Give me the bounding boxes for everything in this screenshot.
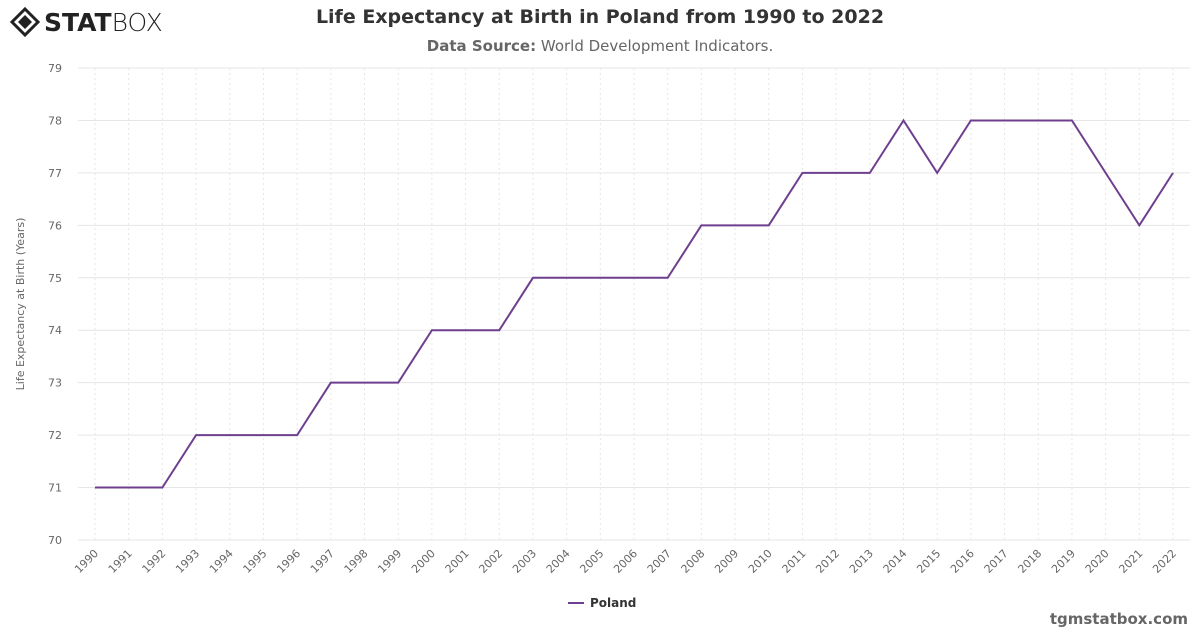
data-point [1169, 169, 1177, 177]
x-tick-label: 1998 [342, 547, 371, 576]
data-point [91, 484, 99, 492]
data-point [226, 431, 234, 439]
data-point [158, 484, 166, 492]
data-point [259, 431, 267, 439]
x-tick-label: 2021 [1116, 547, 1145, 576]
y-tick-label: 77 [48, 167, 62, 180]
data-point [1001, 116, 1009, 124]
data-point [596, 274, 604, 282]
credit-text: tgmstatbox.com [1049, 610, 1188, 628]
x-tick-label: 2010 [746, 547, 775, 576]
source-value: World Development Indicators. [540, 37, 774, 55]
data-point [967, 116, 975, 124]
data-point [428, 326, 436, 334]
logo-light-text: BOX [111, 7, 163, 37]
x-tick-label: 1991 [106, 547, 135, 576]
x-tick-label: 2012 [813, 547, 842, 576]
x-tick-label: 2006 [611, 547, 640, 576]
x-tick-label: 2022 [1150, 547, 1179, 576]
y-axis-label: Life Expectancy at Birth (Years) [14, 218, 27, 391]
y-tick-label: 70 [48, 534, 62, 547]
data-point [192, 431, 200, 439]
logo-bold-text: STAT [44, 7, 112, 37]
x-tick-label: 2017 [982, 547, 1011, 576]
y-tick-label: 78 [48, 114, 62, 127]
x-tick-label: 2003 [510, 547, 539, 576]
x-tick-label: 2008 [679, 547, 708, 576]
y-tick-label: 74 [48, 324, 62, 337]
x-tick-label: 2016 [948, 547, 977, 576]
x-tick-label: 2002 [476, 547, 505, 576]
data-point [1102, 169, 1110, 177]
x-tick-label: 2019 [1049, 547, 1078, 576]
data-point [495, 326, 503, 334]
x-tick-label: 2005 [577, 547, 606, 576]
data-point [125, 484, 133, 492]
y-tick-label: 72 [48, 429, 62, 442]
x-tick-label: 1997 [308, 547, 337, 576]
x-tick-label: 2015 [914, 547, 943, 576]
y-tick-label: 75 [48, 272, 62, 285]
statbox-logo: STATBOX [10, 7, 163, 37]
y-tick-label: 73 [48, 377, 62, 390]
legend-label: Poland [590, 596, 637, 610]
y-tick-label: 71 [48, 482, 62, 495]
x-tick-label: 2020 [1083, 547, 1112, 576]
x-tick-label: 2009 [712, 547, 741, 576]
legend-line-swatch [568, 602, 584, 604]
x-tick-label: 2018 [1015, 547, 1044, 576]
diamond-logo-icon [10, 7, 40, 37]
data-point [731, 221, 739, 229]
y-tick-label: 76 [48, 219, 62, 232]
x-tick-label: 2001 [443, 547, 472, 576]
data-point [900, 116, 908, 124]
data-point [462, 326, 470, 334]
x-tick-label: 2014 [881, 547, 910, 576]
data-point [394, 379, 402, 387]
data-point [697, 221, 705, 229]
x-tick-label: 1994 [207, 547, 236, 576]
x-tick-label: 2007 [645, 547, 674, 576]
x-tick-label: 1996 [274, 547, 303, 576]
data-point [529, 274, 537, 282]
data-point [1034, 116, 1042, 124]
x-tick-label: 1990 [72, 547, 101, 576]
data-point [1068, 116, 1076, 124]
data-point [563, 274, 571, 282]
x-tick-label: 1995 [241, 547, 270, 576]
chart-title: Life Expectancy at Birth in Poland from … [315, 6, 885, 28]
y-tick-label: 79 [48, 62, 62, 75]
x-tick-label: 1999 [375, 547, 404, 576]
legend-item-poland[interactable]: Poland [568, 596, 636, 610]
data-point [327, 379, 335, 387]
x-tick-label: 2004 [544, 547, 573, 576]
series-line-poland [95, 118, 1174, 489]
data-point [361, 379, 369, 387]
data-point [293, 431, 301, 439]
x-tick-label: 1993 [173, 547, 202, 576]
source-label: Data Source: [426, 37, 537, 55]
x-tick-label: 2011 [780, 547, 809, 576]
data-point [664, 274, 672, 282]
x-tick-label: 2013 [847, 547, 876, 576]
data-point [866, 169, 874, 177]
chart-subtitle: Data Source: World Development Indicator… [0, 37, 1200, 55]
data-point [832, 169, 840, 177]
data-point [933, 169, 941, 177]
x-tick-label: 1992 [140, 547, 169, 576]
data-point [765, 221, 773, 229]
data-point [630, 274, 638, 282]
data-point [1135, 221, 1143, 229]
x-tick-label: 2000 [409, 547, 438, 576]
data-point [798, 169, 806, 177]
